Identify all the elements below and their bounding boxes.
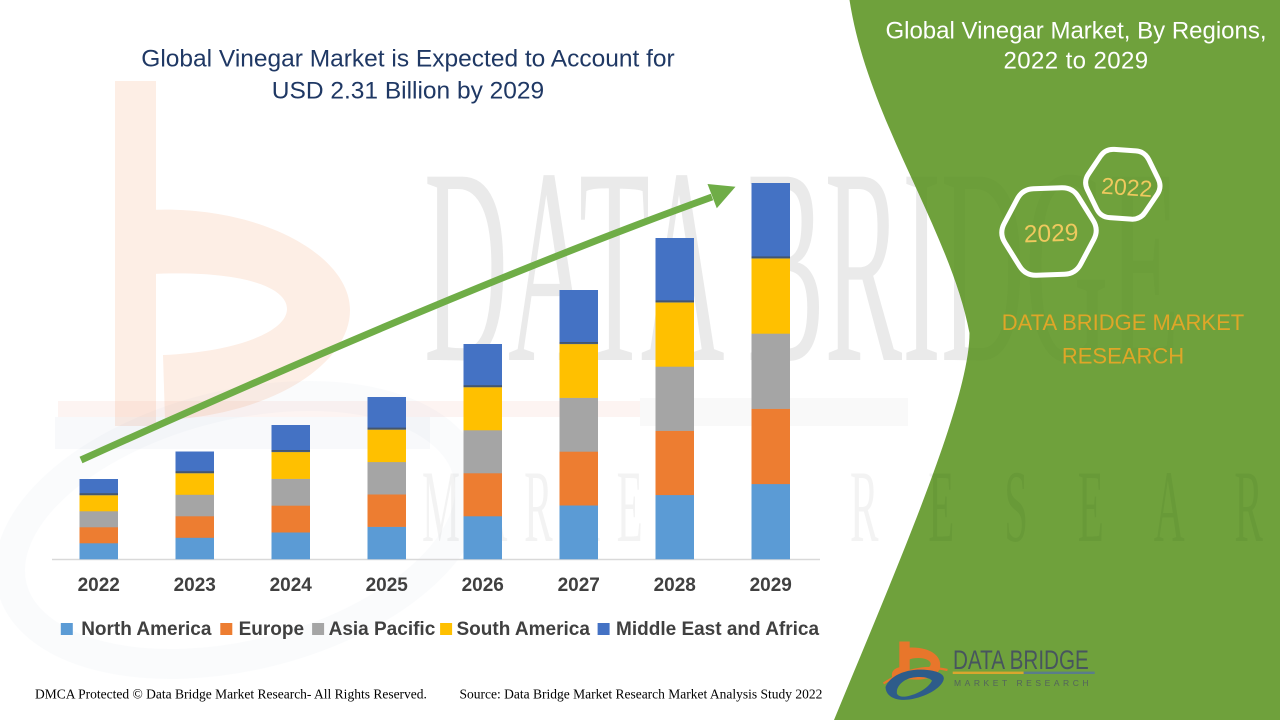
svg-text:Global Vinegar Market, By Regi: Global Vinegar Market, By Regions, xyxy=(885,18,1266,45)
svg-text:2028: 2028 xyxy=(654,575,696,596)
svg-text:Global Vinegar Market is Expec: Global Vinegar Market is Expected to Acc… xyxy=(141,46,674,73)
svg-text:DATA BRIDGE: DATA BRIDGE xyxy=(424,112,1180,422)
svg-text:2029: 2029 xyxy=(750,575,792,596)
svg-text:2022: 2022 xyxy=(1100,173,1153,203)
svg-text:2026: 2026 xyxy=(462,575,504,596)
svg-text:Europe: Europe xyxy=(239,619,304,640)
svg-text:Middle East and Africa: Middle East and Africa xyxy=(616,619,819,640)
svg-text:MARKET RESEARCH: MARKET RESEARCH xyxy=(954,678,1092,688)
svg-text:Source: Data Bridge Market Res: Source: Data Bridge Market Research Mark… xyxy=(460,687,823,702)
svg-text:2023: 2023 xyxy=(174,575,216,596)
svg-text:DATA BRIDGE MARKET: DATA BRIDGE MARKET xyxy=(1002,310,1244,335)
svg-text:2025: 2025 xyxy=(366,575,409,596)
svg-text:2022 to 2029: 2022 to 2029 xyxy=(1004,48,1149,75)
svg-text:South America: South America xyxy=(457,619,591,640)
svg-text:2027: 2027 xyxy=(558,575,600,596)
svg-text:Asia Pacific: Asia Pacific xyxy=(329,619,436,640)
svg-text:North America: North America xyxy=(81,619,212,640)
svg-text:2029: 2029 xyxy=(1023,219,1078,248)
svg-text:DATA BRIDGE: DATA BRIDGE xyxy=(953,646,1089,676)
svg-text:USD 2.31 Billion by 2029: USD 2.31 Billion by 2029 xyxy=(272,77,544,104)
svg-text:RESEARCH: RESEARCH xyxy=(1062,344,1184,369)
svg-text:2024: 2024 xyxy=(270,575,313,596)
svg-text:DMCA Protected © Data Bridge M: DMCA Protected © Data Bridge Market Rese… xyxy=(35,687,427,702)
svg-text:2022: 2022 xyxy=(78,575,120,596)
